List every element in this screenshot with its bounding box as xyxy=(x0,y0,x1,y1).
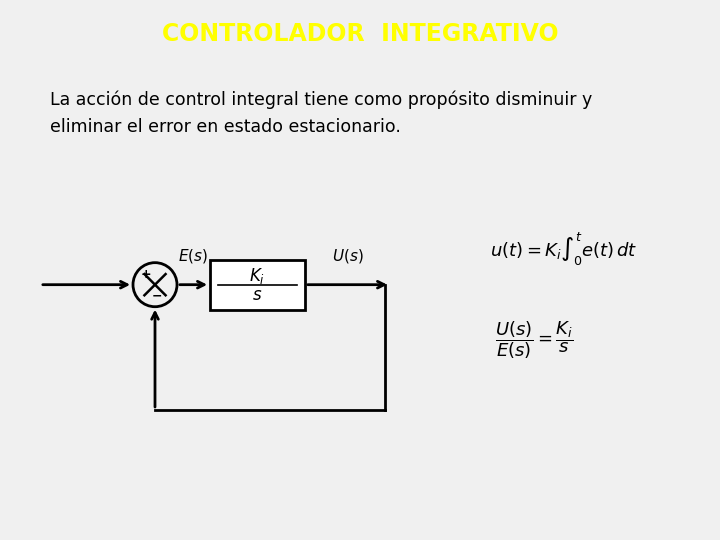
Text: $s$: $s$ xyxy=(252,286,263,303)
Text: −: − xyxy=(152,289,162,302)
Text: eliminar el error en estado estacionario.: eliminar el error en estado estacionario… xyxy=(50,118,401,137)
Text: La acción de control integral tiene como propósito disminuir y: La acción de control integral tiene como… xyxy=(50,90,593,109)
Text: CONTROLADOR  INTEGRATIVO: CONTROLADOR INTEGRATIVO xyxy=(162,23,558,46)
Text: $K_i$: $K_i$ xyxy=(249,266,266,286)
FancyBboxPatch shape xyxy=(210,260,305,310)
Text: $U(s)$: $U(s)$ xyxy=(332,247,364,265)
Text: $u(t) = K_i\int_0^t e(t)\,dt$: $u(t) = K_i\int_0^t e(t)\,dt$ xyxy=(490,231,637,268)
Text: $E(s)$: $E(s)$ xyxy=(179,247,209,265)
Text: +: + xyxy=(140,268,151,281)
Text: $\dfrac{U(s)}{E(s)} = \dfrac{K_i}{s}$: $\dfrac{U(s)}{E(s)} = \dfrac{K_i}{s}$ xyxy=(495,319,574,361)
